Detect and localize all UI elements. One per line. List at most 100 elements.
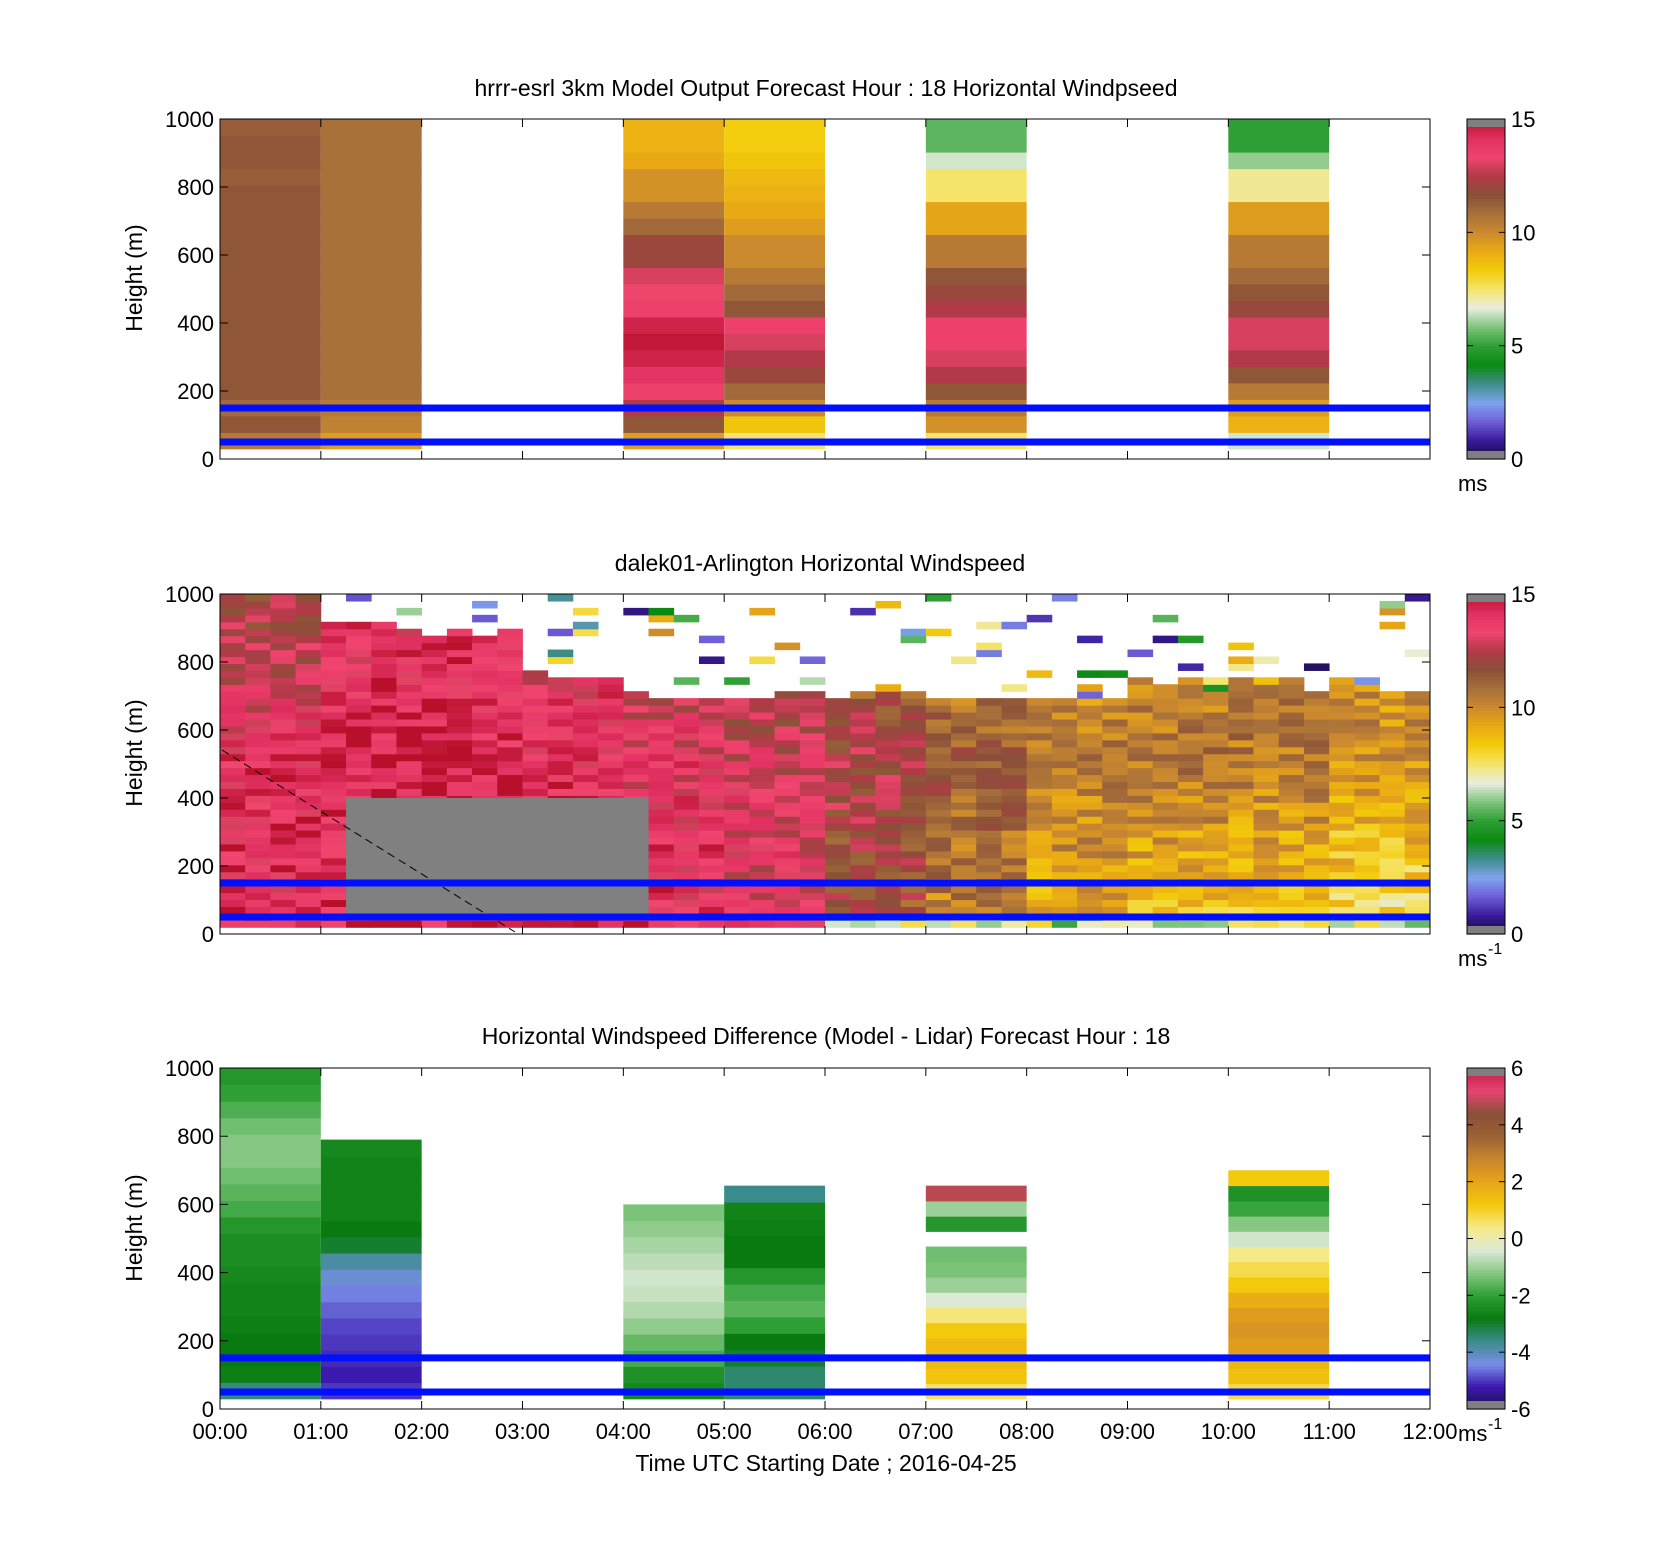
panel-2-cell (1278, 802, 1305, 810)
y-tick-label: 1000 (165, 1056, 214, 1081)
panel-2-cell (1203, 857, 1229, 866)
panel-1-cell (1228, 168, 1330, 186)
panel-2-cell (875, 906, 902, 914)
colorbar-segment (1467, 613, 1505, 618)
panel-2-cell (875, 836, 902, 845)
panel-2-cell (1102, 760, 1128, 769)
panel-2-cell (1379, 871, 1406, 880)
panel-2-cell (1379, 795, 1406, 803)
panel-2-cell (1051, 781, 1078, 789)
panel-2-cell (648, 885, 675, 894)
panel-2-cell (572, 774, 599, 783)
panel-2-cell (724, 698, 750, 706)
panel-2-cell (900, 698, 927, 706)
panel-2-cell (648, 753, 675, 762)
panel-2-cell (925, 823, 952, 831)
colorbar-segment (1467, 849, 1505, 853)
panel-2-cell (1127, 892, 1154, 901)
panel-2-cell (1379, 725, 1406, 734)
panel-2-cell (270, 691, 297, 699)
panel-2-cell (1278, 857, 1305, 866)
panel-2-cell (220, 753, 246, 762)
panel-2-cell (295, 600, 322, 609)
panel-2-cell (698, 767, 725, 776)
panel-2-cell (900, 718, 927, 727)
panel-2-cell (295, 892, 322, 901)
panel-2-cell (396, 760, 423, 769)
panel-2-cell (1228, 774, 1254, 783)
colorbar-segment (1467, 181, 1505, 185)
panel-3-cell (220, 1283, 321, 1301)
panel-2-cell (1127, 830, 1154, 838)
panel-2-cell (976, 753, 1002, 762)
panel-3-cell (1228, 1337, 1330, 1354)
panel-2-cell (774, 885, 801, 894)
panel-2-cell (850, 795, 876, 803)
panel-2-cell (396, 691, 423, 699)
panel-1-y-axis-label: Height (m) (121, 224, 147, 331)
panel-2-cell (1203, 885, 1229, 894)
panel-2-cell (446, 718, 473, 727)
panel-2-cell (875, 684, 902, 692)
panel-2-cell (270, 843, 297, 852)
colorbar-segment (1467, 204, 1505, 208)
panel-2-cell (1152, 691, 1179, 699)
panel-2-cell (850, 809, 876, 817)
panel-1-cell (220, 283, 321, 301)
panel-2-cell (825, 809, 851, 817)
panel-2-cell (1102, 830, 1128, 838)
panel-2-cell (1278, 899, 1305, 907)
panel-2-cell (825, 864, 851, 873)
panel-2-cell (1278, 892, 1305, 901)
panel-2-cell (295, 816, 322, 824)
panel-2-cell (598, 781, 624, 789)
colorbar-segment (1467, 834, 1505, 839)
colorbar-segment (1467, 439, 1505, 443)
panel-2-cell (1203, 892, 1229, 901)
panel-2-cell (371, 705, 397, 713)
panel-2-cell (270, 628, 297, 637)
colorbar-segment (1467, 1298, 1505, 1302)
panel-2-cell (371, 767, 397, 776)
colorbar-segment (1467, 1212, 1505, 1217)
panel-2-cell (900, 781, 927, 789)
panel-2-cell (1077, 906, 1103, 914)
panel-3-cell (925, 1322, 1027, 1339)
panel-2-cell (1001, 718, 1028, 727)
panel-3-cell (1228, 1292, 1330, 1308)
colorbar-segment (1467, 1204, 1505, 1208)
panel-2-cell (850, 843, 876, 852)
colorbar-segment (1467, 1281, 1505, 1285)
colorbar-segment (1467, 141, 1505, 146)
panel-2-cell (346, 705, 372, 713)
panel-2-cell (547, 732, 574, 741)
panel-2-cell (673, 732, 700, 741)
panel-2-cell (925, 753, 952, 762)
colorbar-segment (1467, 1301, 1505, 1305)
panel-2-cell (1177, 788, 1204, 796)
panel-2-cell (270, 705, 297, 713)
panel-2-cell (320, 843, 347, 852)
panel-2-cell (295, 836, 322, 845)
panel-2-cell (1379, 732, 1406, 741)
panel-2-cell (1228, 892, 1254, 901)
panel-2-cell (1404, 705, 1431, 713)
panel-3-cell (220, 1200, 321, 1218)
panel-2-cell (673, 830, 700, 838)
panel-2-cell (749, 712, 775, 720)
panel-1-cell (623, 201, 725, 219)
y-tick-label: 200 (177, 1329, 214, 1354)
colorbar-segment (1467, 286, 1505, 290)
colorbar-segment (1467, 645, 1505, 649)
colorbar-segment (1467, 1369, 1505, 1373)
colorbar-segment (1467, 1082, 1505, 1086)
colorbar-segment (1467, 277, 1505, 282)
colorbar-segment (1467, 382, 1505, 386)
panel-3-cell (925, 1216, 1027, 1232)
panel-2-cell (270, 718, 297, 727)
panel-2-cell (1253, 746, 1280, 755)
panel-2-cell (598, 774, 624, 783)
panel-2-cell (320, 850, 347, 859)
colorbar-segment (1467, 209, 1505, 214)
panel-2-cell (220, 767, 246, 776)
